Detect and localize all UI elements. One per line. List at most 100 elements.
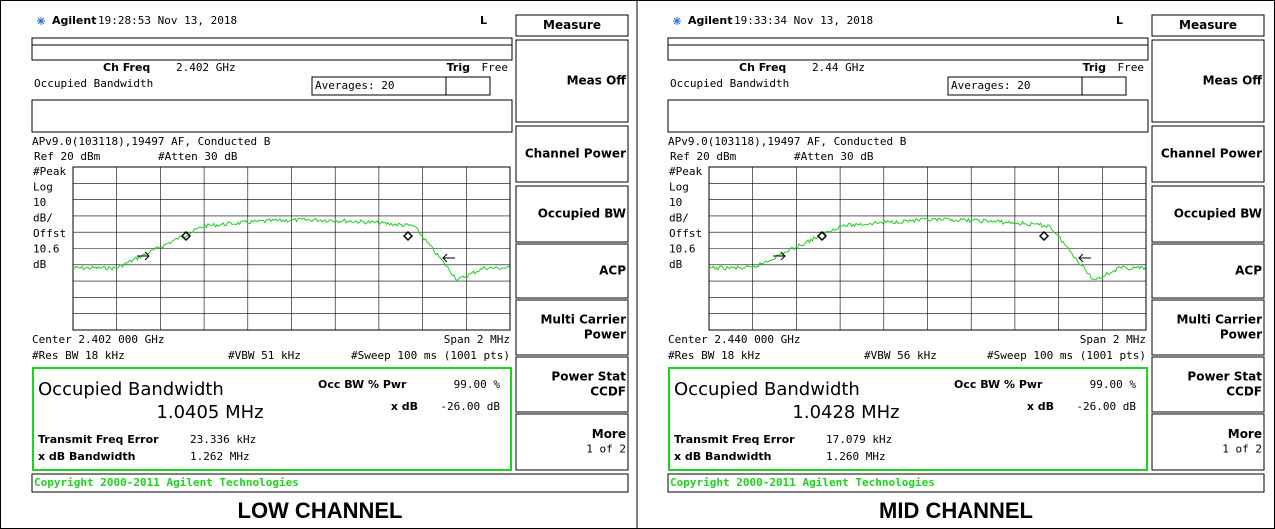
xbw: 1.260 MHz bbox=[826, 450, 886, 463]
softkey-label: More bbox=[592, 427, 626, 441]
softkey-label: Power bbox=[1220, 328, 1262, 342]
softkey-label: Multi Carrier bbox=[1176, 313, 1262, 327]
scale-label: dB bbox=[669, 258, 683, 271]
softkey[interactable] bbox=[515, 356, 629, 413]
softkey[interactable] bbox=[1151, 356, 1265, 413]
mode: Occupied Bandwidth bbox=[670, 77, 789, 90]
indicator: L bbox=[480, 14, 487, 27]
trig: Free bbox=[482, 61, 509, 74]
analyzer-panel: Agilent 19:28:53 Nov 13, 2018 L Ch Freq 2.40… bbox=[31, 14, 629, 523]
trig-label: Trig bbox=[1083, 61, 1106, 74]
softkey-label: ACP bbox=[599, 264, 626, 278]
scale-label: dB/ bbox=[33, 212, 53, 225]
softkey[interactable] bbox=[1151, 125, 1265, 183]
trig: Free bbox=[1118, 61, 1145, 74]
softkey[interactable] bbox=[1151, 39, 1265, 123]
softkey-label: More bbox=[1228, 427, 1262, 441]
copyright-bar bbox=[667, 473, 1265, 493]
config: APv9.0(103118),19497 AF, Conducted B bbox=[32, 135, 271, 148]
softkey[interactable] bbox=[1151, 14, 1265, 37]
pwr-label: Occ BW % Pwr bbox=[954, 378, 1043, 391]
softkey[interactable] bbox=[515, 413, 629, 471]
copyright: Copyright 2000-2011 Agilent Technologies bbox=[34, 476, 299, 489]
softkey-label: CCDF bbox=[1226, 385, 1262, 399]
xdb-label: x dB bbox=[1027, 400, 1054, 413]
status-bar-inner bbox=[31, 37, 513, 46]
softkey[interactable] bbox=[1151, 243, 1265, 299]
scale-label: dB/ bbox=[669, 212, 689, 225]
softkey-label: 1 of 2 bbox=[1222, 443, 1262, 456]
softkey[interactable] bbox=[1151, 413, 1265, 471]
brand: Agilent bbox=[688, 14, 732, 27]
softkey[interactable] bbox=[515, 299, 629, 356]
softkey[interactable] bbox=[1151, 299, 1265, 356]
softkey[interactable] bbox=[1151, 185, 1265, 243]
status-bar bbox=[31, 37, 513, 61]
xbw-label: x dB Bandwidth bbox=[38, 450, 135, 463]
center-freq: Center 2.440 000 GHz bbox=[668, 333, 800, 346]
scale-label: 10.6 bbox=[33, 243, 60, 256]
scale-label: Offst bbox=[669, 227, 702, 240]
status-bar bbox=[667, 37, 1149, 61]
vbw: #VBW 56 kHz bbox=[864, 349, 937, 362]
message-box bbox=[667, 99, 1149, 133]
caption: LOW CHANNEL bbox=[238, 498, 403, 523]
scale-label: #Peak bbox=[669, 165, 702, 178]
copyright-bar bbox=[31, 473, 629, 493]
ref-level: Ref 20 dBm bbox=[34, 150, 101, 163]
result-box bbox=[32, 367, 512, 471]
sweep: #Sweep 100 ms (1001 pts) bbox=[351, 349, 510, 362]
softkey[interactable] bbox=[515, 39, 629, 123]
ch-freq-label: Ch Freq bbox=[739, 61, 786, 74]
span: Span 2 MHz bbox=[444, 333, 510, 346]
arrow bbox=[442, 253, 455, 263]
attenuation: #Atten 30 dB bbox=[158, 150, 238, 163]
averages-aux-box bbox=[445, 76, 491, 96]
ref-level: Ref 20 dBm bbox=[670, 150, 737, 163]
softkey-label: Power bbox=[584, 328, 626, 342]
result-box bbox=[668, 367, 1148, 471]
arrow bbox=[1078, 253, 1091, 263]
star-icon bbox=[37, 17, 45, 25]
tfe-label: Transmit Freq Error bbox=[674, 433, 795, 446]
marker bbox=[402, 230, 414, 242]
result-title: Occupied Bandwidth bbox=[674, 379, 860, 400]
scale-label: Offst bbox=[33, 227, 66, 240]
scale-label: 10 bbox=[669, 196, 682, 209]
ch-freq: 2.44 GHz bbox=[812, 61, 865, 74]
softkey-label: CCDF bbox=[590, 385, 626, 399]
span: Span 2 MHz bbox=[1080, 333, 1146, 346]
timestamp: 19:28:53 Nov 13, 2018 bbox=[98, 14, 237, 27]
softkey-label: Multi Carrier bbox=[540, 313, 626, 327]
softkey[interactable] bbox=[515, 243, 629, 299]
result-title: Occupied Bandwidth bbox=[38, 379, 224, 400]
softkey-label: Power Stat bbox=[551, 370, 626, 384]
softkey[interactable] bbox=[515, 14, 629, 37]
softkey[interactable] bbox=[515, 185, 629, 243]
pwr: 99.00 % bbox=[454, 378, 501, 391]
ch-freq-label: Ch Freq bbox=[103, 61, 150, 74]
arrow bbox=[773, 251, 786, 261]
res-bw: #Res BW 18 kHz bbox=[668, 349, 761, 362]
xbw: 1.262 MHz bbox=[190, 450, 250, 463]
marker bbox=[180, 230, 192, 242]
status-bar-inner bbox=[667, 37, 1149, 46]
softkey-label: Channel Power bbox=[1161, 147, 1262, 161]
scale-label: Log bbox=[33, 181, 53, 194]
softkey[interactable] bbox=[515, 125, 629, 183]
averages: Averages: 20 bbox=[951, 79, 1030, 92]
scale-label: Log bbox=[669, 181, 689, 194]
softkey-label: Channel Power bbox=[525, 147, 626, 161]
scale-label: 10 bbox=[33, 196, 46, 209]
xbw-label: x dB Bandwidth bbox=[674, 450, 771, 463]
scale-label: #Peak bbox=[33, 165, 66, 178]
softkey-label: 1 of 2 bbox=[586, 443, 626, 456]
timestamp: 19:33:34 Nov 13, 2018 bbox=[734, 14, 873, 27]
pwr: 99.00 % bbox=[1090, 378, 1137, 391]
trig-label: Trig bbox=[447, 61, 470, 74]
xdb: -26.00 dB bbox=[1076, 400, 1136, 413]
tfe: 23.336 kHz bbox=[190, 433, 256, 446]
softkey-label: Occupied BW bbox=[538, 207, 626, 221]
res-bw: #Res BW 18 kHz bbox=[32, 349, 125, 362]
